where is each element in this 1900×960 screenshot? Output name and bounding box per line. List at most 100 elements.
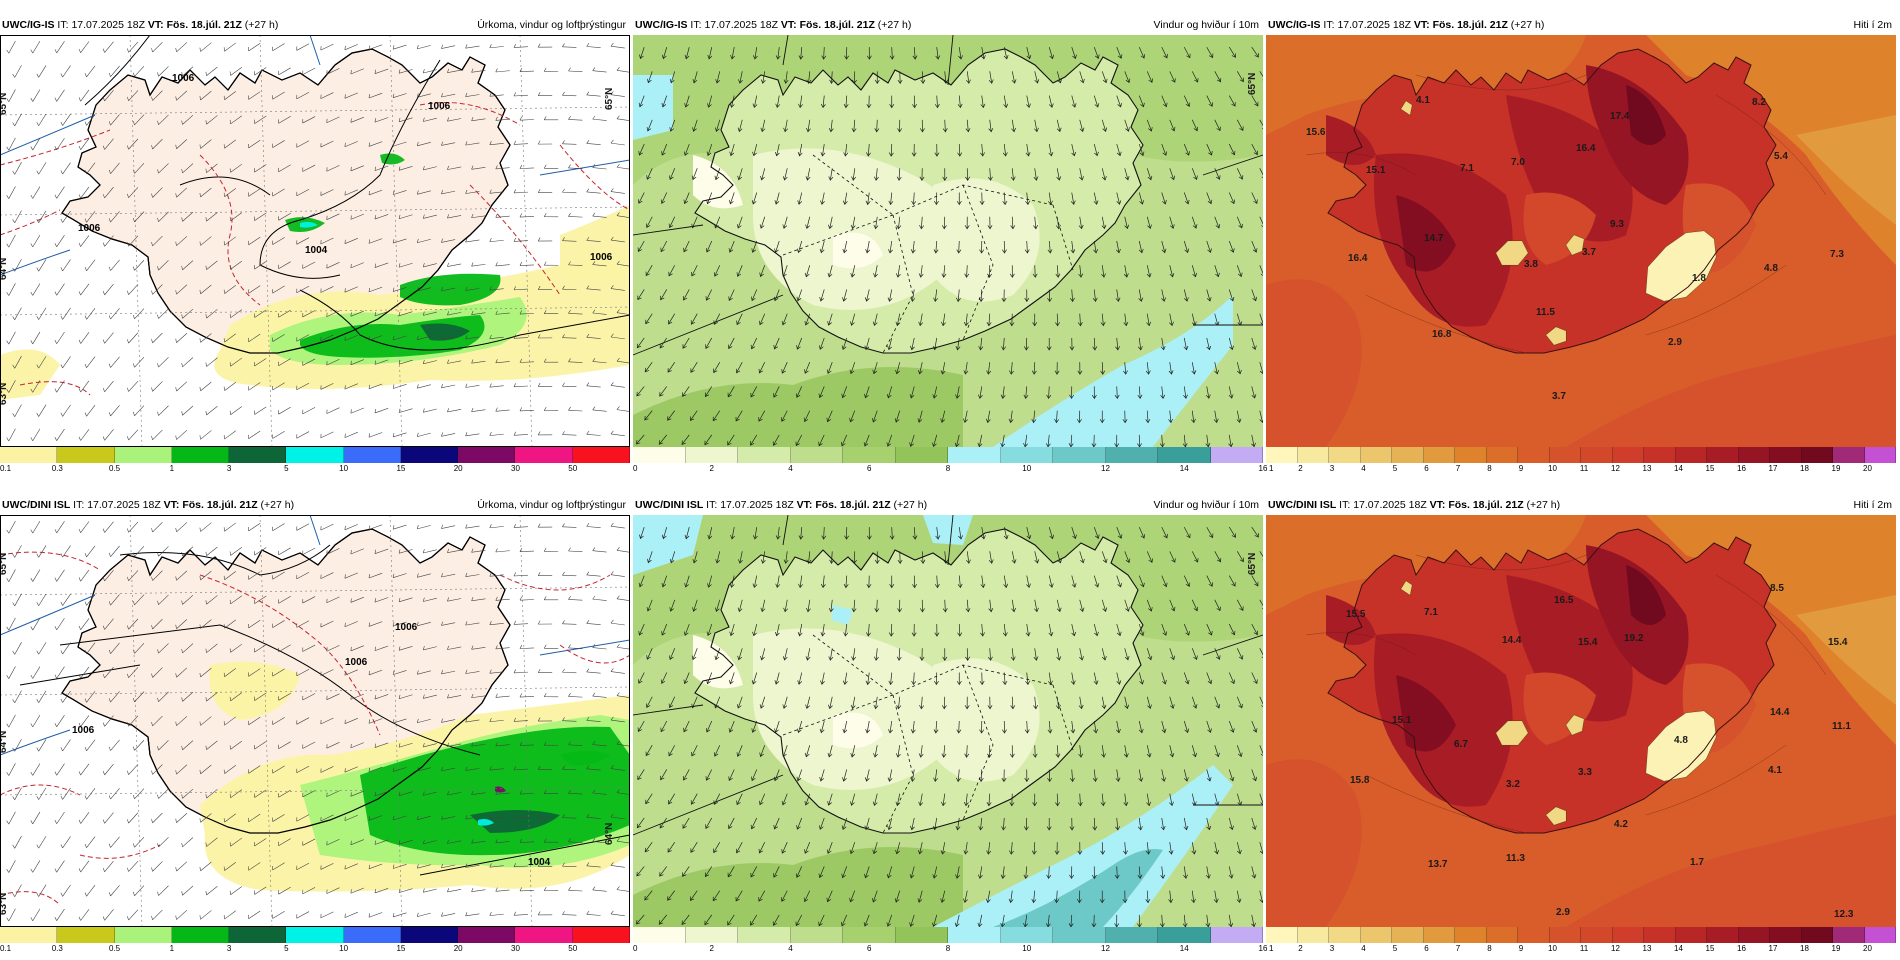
colorbar-tick-label: 6 <box>867 464 871 473</box>
colorbar-swatch <box>1518 927 1550 943</box>
panel-p4-precip-dini: UWC/DINI ISL IT: 17.07.2025 18Z VT: Fös.… <box>0 495 630 960</box>
colorbar-swatch <box>633 927 686 943</box>
colorbar-tick-label: 14 <box>1674 464 1683 473</box>
colorbar-swatch <box>172 447 229 463</box>
colorbar-swatch <box>1802 927 1834 943</box>
colorbar-swatch <box>1865 927 1897 943</box>
temperature-value-label: 5.4 <box>1774 151 1788 162</box>
temperature-value-label: 15.8 <box>1350 775 1370 786</box>
temperature-value-label: 15.4 <box>1578 637 1598 648</box>
temperature-value-label: 15.4 <box>1828 637 1848 648</box>
isobar-label: 1004 <box>528 857 551 868</box>
panel-field-title: Vindur og hviður í 10m <box>1154 495 1259 515</box>
colorbar-tick-label: 4 <box>788 464 792 473</box>
colorbar-tick-label: 50 <box>568 944 577 953</box>
map-wind[interactable]: 65°N <box>633 35 1263 447</box>
latitude-label: 64°N <box>0 731 9 753</box>
colorbar-swatch <box>1833 447 1865 463</box>
colorbar-temperature <box>1266 447 1896 463</box>
temperature-value-label: 13.7 <box>1428 859 1448 870</box>
latitude-label: 65°N <box>604 88 615 110</box>
colorbar-swatch <box>1053 927 1106 943</box>
temperature-value-label: 16.4 <box>1348 253 1368 264</box>
colorbar-swatch <box>843 927 896 943</box>
temperature-value-label: 8.2 <box>1752 97 1766 108</box>
colorbar-swatch <box>1707 447 1739 463</box>
colorbar-tick-label: 8 <box>1487 944 1491 953</box>
temperature-value-label: 16.5 <box>1554 595 1574 606</box>
panel-field-title: Hiti í 2m <box>1853 15 1892 35</box>
colorbar-swatch <box>948 447 1001 463</box>
colorbar-swatch <box>1455 447 1487 463</box>
colorbar-tick-label: 0.3 <box>52 944 63 953</box>
colorbar-tick-label: 14 <box>1674 944 1683 953</box>
wind-map-svg: 65°N <box>633 515 1263 927</box>
temperature-value-label: 2.9 <box>1556 907 1570 918</box>
colorbar-swatch <box>1739 447 1771 463</box>
colorbar-swatch <box>1053 447 1106 463</box>
colorbar-tick-label: 8 <box>1487 464 1491 473</box>
temperature-value-label: 15.6 <box>1306 127 1326 138</box>
colorbar-swatch <box>1770 927 1802 943</box>
colorbar-swatch <box>1424 447 1456 463</box>
colorbar-precip <box>0 447 630 463</box>
temperature-value-label: 3.3 <box>1578 767 1592 778</box>
colorbar-swatch <box>1001 447 1054 463</box>
colorbar-swatch <box>286 927 343 943</box>
temperature-value-label: 14.4 <box>1502 635 1522 646</box>
colorbar-tick-label: 4 <box>1361 944 1365 953</box>
colorbar-swatch <box>1106 447 1159 463</box>
temperature-value-label: 3.2 <box>1506 779 1520 790</box>
temperature-value-label: 15.5 <box>1346 609 1366 620</box>
colorbar-swatch <box>1392 447 1424 463</box>
isobar-label: 1006 <box>172 73 195 84</box>
colorbar-swatch <box>401 447 458 463</box>
temperature-value-label: 3.7 <box>1582 247 1596 258</box>
colorbar-tick-label: 18 <box>1800 944 1809 953</box>
colorbar-swatch <box>1392 927 1424 943</box>
map-wind[interactable]: 65°N <box>633 515 1263 927</box>
colorbar-tick-label: 0.1 <box>0 464 11 473</box>
panel-run-info: UWC/DINI ISL IT: 17.07.2025 18Z VT: Fös.… <box>635 495 927 515</box>
colorbar-tick-label: 1 <box>1269 944 1273 953</box>
colorbar-swatch <box>57 927 114 943</box>
latitude-label: 63°N <box>0 383 9 405</box>
colorbar-tick-label: 0 <box>633 464 637 473</box>
colorbar-tick-label: 10 <box>1548 944 1557 953</box>
latitude-label: 64°N <box>604 823 615 845</box>
colorbar-swatch <box>896 927 949 943</box>
colorbar-swatch <box>344 447 401 463</box>
colorbar-tick-label: 2 <box>1298 464 1302 473</box>
panel-field-title: Vindur og hviður í 10m <box>1154 15 1259 35</box>
panel-run-info: UWC/IG-IS IT: 17.07.2025 18Z VT: Fös. 18… <box>635 15 911 35</box>
colorbar-tick-label: 8 <box>946 464 950 473</box>
colorbar-tick-label: 15 <box>396 944 405 953</box>
colorbar-tick-label: 3 <box>1330 464 1334 473</box>
panel-p6-temp-dini: UWC/DINI ISL IT: 17.07.2025 18Z VT: Fös.… <box>1266 495 1896 960</box>
colorbar-swatch <box>1266 447 1298 463</box>
panel-p1-precip-ig: UWC/IG-IS IT: 17.07.2025 18Z VT: Fös. 18… <box>0 15 630 480</box>
colorbar-tick-label: 16 <box>1737 464 1746 473</box>
colorbar-swatch <box>1739 927 1771 943</box>
colorbar-swatch <box>573 447 630 463</box>
latitude-label: 63°N <box>0 893 9 915</box>
temperature-value-label: 14.7 <box>1424 233 1444 244</box>
colorbar-swatch <box>1158 447 1211 463</box>
colorbar-swatch <box>1550 927 1582 943</box>
isobar-label: 1006 <box>395 622 418 633</box>
panel-field-title: Hiti í 2m <box>1853 495 1892 515</box>
colorbar-swatch <box>633 447 686 463</box>
colorbar-tick-label: 10 <box>1022 944 1031 953</box>
panel-header: UWC/IG-IS IT: 17.07.2025 18Z VT: Fös. 18… <box>1266 15 1896 35</box>
colorbar-tick-label: 19 <box>1832 944 1841 953</box>
temperature-value-label: 19.2 <box>1624 633 1644 644</box>
colorbar-tick-label: 20 <box>1863 464 1872 473</box>
colorbar-swatch <box>1487 927 1519 943</box>
